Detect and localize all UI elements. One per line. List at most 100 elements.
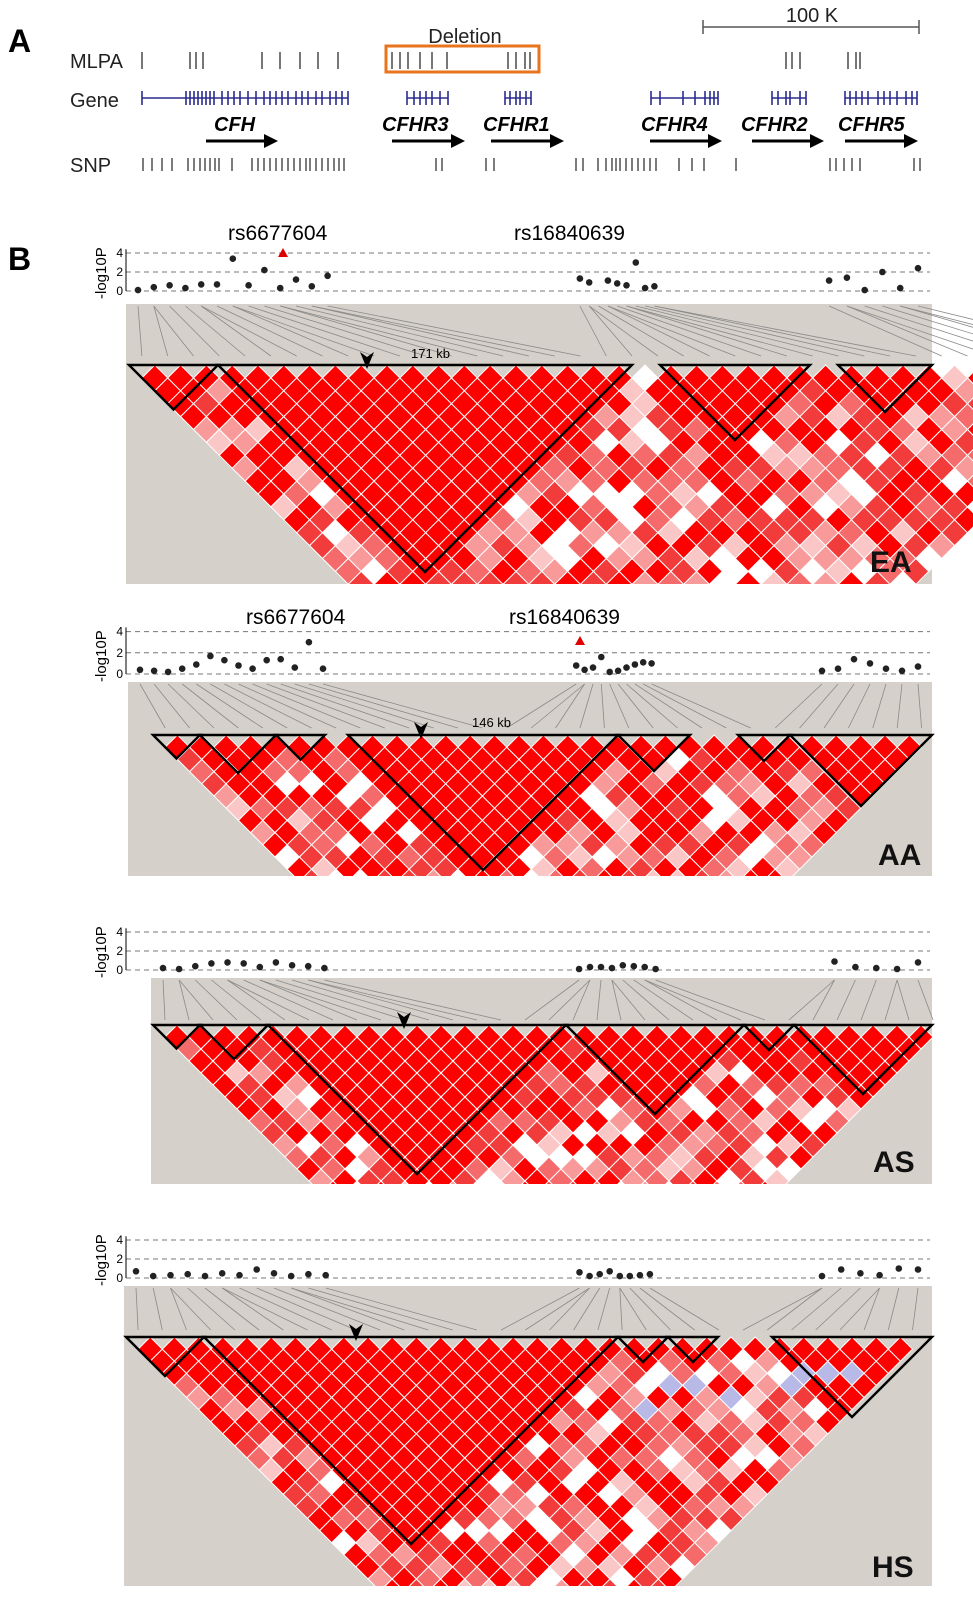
top-snp-marker (575, 636, 585, 645)
pvalue-tick-label: 2 (116, 265, 123, 279)
pvalue-dot (193, 661, 200, 668)
pvalue-tick-label: 2 (116, 646, 123, 660)
pvalue-axis-title: -log10P (93, 1234, 110, 1286)
pvalue-dot (623, 664, 630, 671)
pvalue-dot (651, 283, 658, 290)
snp-connector-line (617, 305, 762, 357)
pvalue-dot (575, 965, 583, 973)
pvalue-dot (134, 286, 142, 294)
pvalue-dot (604, 277, 612, 284)
snp-connector-line (259, 979, 358, 1021)
pvalue-dot (263, 656, 271, 664)
snp-connector-line (308, 979, 478, 1021)
pvalue-dot (288, 962, 296, 969)
haplotype-block-outline (197, 733, 279, 775)
ld-diamond (966, 371, 973, 385)
gene-name-cfhr1: CFHR1 (483, 114, 550, 136)
snp-connector-line (626, 305, 788, 357)
gene-track (141, 91, 918, 105)
pvalue-dot (641, 284, 649, 292)
pvalue-dot (308, 283, 316, 290)
haplotype-block-outline (126, 363, 221, 412)
snp-connector-line (598, 305, 684, 357)
pvalue-tick-label: 4 (116, 246, 123, 260)
snp-label-rs16840639-ea: rs16840639 (514, 222, 625, 245)
snp-connector-line (645, 305, 865, 357)
snp-connector-line (196, 683, 264, 729)
snp-connector-line (767, 1287, 823, 1331)
population-panel-hs: 0 2 4 -log10P HS (93, 1233, 935, 1614)
snp-connector-line (137, 305, 143, 357)
gene-arrow-head (264, 134, 278, 148)
snp-connector-line (195, 979, 238, 1021)
pvalue-dot (843, 274, 851, 282)
snp-connector-line (295, 305, 504, 357)
pvalue-dot (837, 1266, 845, 1273)
snp-connector-line (216, 305, 323, 357)
snp-connector-line (266, 683, 385, 729)
pvalue-dot (132, 1268, 140, 1275)
pvalue-axis-title: -log10P (93, 926, 110, 978)
deletion-box (384, 44, 541, 74)
haplotype-block-outline (273, 733, 328, 762)
block-arrow-marker (360, 352, 374, 369)
pvalue-dot (164, 668, 172, 676)
population-panel-as: 0 2 4 -log10P AS (93, 925, 935, 1224)
snp-connector-line (634, 683, 703, 729)
snp-connector-line (227, 979, 286, 1021)
snp-connector-line (791, 1287, 842, 1331)
panel-a: A 100 K MLPA Gene SNP Deletion CFH CFHR3… (8, 5, 921, 177)
snp-connector-line (654, 305, 891, 357)
snp-connector-line (836, 979, 856, 1021)
snp-connector-line (887, 1287, 900, 1331)
population-label-ea: EA (870, 546, 912, 579)
haplotype-block-outline (345, 733, 621, 872)
pvalue-dot (598, 653, 605, 661)
pvalue-dot (322, 1271, 330, 1279)
snp-connector-line (600, 683, 605, 729)
ld-plot-layer: 0 2 4 -log10P (93, 1233, 935, 1614)
snp-connector-line (549, 1287, 590, 1331)
pvalue-dot (576, 1269, 583, 1276)
snp-connector-line (211, 979, 262, 1021)
snp-connector-line (788, 979, 835, 1021)
snp-connector-line (863, 1287, 880, 1331)
snp-connector-line (152, 1287, 163, 1331)
snp-connector-line (579, 305, 607, 357)
pvalue-dot (882, 665, 890, 672)
pvalue-dot (648, 660, 655, 667)
snp-connector-line (291, 1287, 405, 1331)
snp-connector-line (639, 1287, 695, 1331)
snp-connector-line (812, 979, 835, 1021)
snp-connector-line (846, 305, 973, 350)
pvalue-dot (218, 1270, 226, 1277)
pvalue-dot (150, 667, 158, 675)
pvalue-dot (292, 276, 300, 283)
snp-connector-line (654, 305, 916, 357)
pvalue-dot (305, 638, 313, 646)
panel-b: B 0 2 4 -log10P rs6677604 rs16840639 171 kb… (8, 222, 973, 1614)
ld-bottom-mask (124, 584, 934, 624)
pvalue-dot (876, 1271, 883, 1279)
pvalue-dot (914, 959, 922, 966)
scale-bar-label: 100 K (786, 5, 839, 27)
pvalue-dot (596, 1270, 603, 1278)
pvalue-dot (861, 286, 868, 294)
pvalue-dot (850, 655, 858, 663)
population-label-hs: HS (872, 1551, 914, 1584)
haplotype-block-outline (123, 1335, 207, 1378)
haplotype-block-outline (615, 733, 693, 773)
pvalue-tick-label: 4 (116, 1233, 123, 1247)
pvalue-dot (581, 666, 588, 674)
pvalue-dot (182, 284, 189, 292)
snp-label-rs6677604-ea: rs6677604 (228, 222, 328, 245)
pvalue-dot (184, 1270, 191, 1278)
ld-diamond (887, 1336, 914, 1362)
mlpa-probe-ticks (141, 52, 861, 69)
snp-connector-line (185, 305, 246, 357)
snp-connector-line (224, 683, 312, 729)
snp-connector-line (506, 683, 577, 729)
haplotype-block-outline (197, 1023, 271, 1061)
snp-connector-line (649, 1287, 720, 1331)
snp-connector-line (579, 683, 594, 729)
